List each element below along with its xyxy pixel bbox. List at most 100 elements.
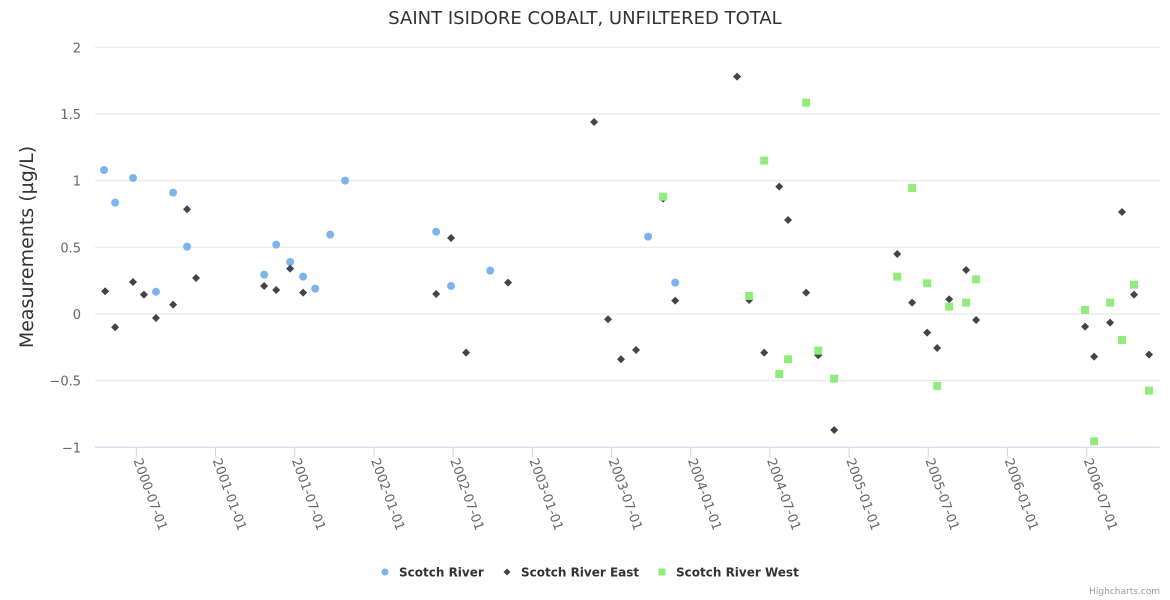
point-scotch-river-east [632, 345, 641, 354]
point-scotch-river-east [1090, 352, 1099, 361]
y-tick-label: −0.5 [49, 375, 81, 390]
point-scotch-river [169, 188, 178, 197]
point-scotch-river-west [893, 272, 902, 281]
legend-label: Scotch River East [521, 566, 639, 580]
x-tick-label: 2005-07-01 [922, 457, 962, 533]
legend-label: Scotch River West [676, 566, 799, 580]
point-scotch-river [129, 173, 138, 182]
legend-circle-icon [381, 568, 389, 576]
point-scotch-river-west [1106, 298, 1115, 307]
point-scotch-river-west [945, 302, 954, 311]
point-scotch-river-east [504, 278, 513, 287]
point-scotch-river [272, 240, 281, 249]
point-scotch-river [447, 281, 456, 290]
point-scotch-river-east [272, 285, 281, 294]
point-scotch-river-east [671, 296, 680, 305]
point-scotch-river-west [1130, 280, 1139, 289]
y-axis-title: Measurements (µg/L) [16, 146, 38, 348]
point-scotch-river-east [908, 298, 917, 307]
point-scotch-river-west [1117, 335, 1126, 344]
y-tick-label: 1 [73, 175, 81, 190]
point-scotch-river-west [1145, 386, 1154, 395]
legend-label: Scotch River [399, 566, 484, 580]
point-scotch-river-east [192, 273, 201, 282]
x-tick-label: 2006-07-01 [1080, 457, 1120, 533]
y-tick-label: 0.5 [60, 241, 81, 256]
point-scotch-river-east [972, 315, 981, 324]
point-scotch-river-east [760, 348, 769, 357]
point-scotch-river-east [830, 425, 839, 434]
point-scotch-river-west [814, 346, 823, 355]
y-tick-label: 1.5 [60, 108, 81, 123]
point-scotch-river [671, 278, 680, 287]
x-tick-label: 2001-07-01 [288, 457, 328, 533]
gridlines [95, 46, 1160, 382]
point-scotch-river-east [1130, 290, 1139, 299]
legend-item-scotch-river-west[interactable]: Scotch River West [658, 566, 800, 580]
point-scotch-river-west [760, 156, 769, 165]
y-tick-label: 2 [73, 41, 81, 56]
x-tick-label: 2003-01-01 [526, 457, 566, 533]
point-scotch-river-east [447, 233, 456, 242]
point-scotch-river [299, 272, 308, 281]
point-scotch-river-east [1145, 350, 1154, 359]
point-scotch-river-east [775, 182, 784, 191]
point-scotch-river [260, 270, 269, 279]
point-scotch-river-west [802, 98, 811, 107]
point-scotch-river-east [101, 287, 110, 296]
point-scotch-river-east [462, 348, 471, 357]
point-scotch-river [151, 287, 160, 296]
point-scotch-river-east [183, 205, 192, 214]
point-scotch-river-east [151, 313, 160, 322]
x-tick-label: 2002-01-01 [367, 457, 407, 533]
point-scotch-river-east [784, 215, 793, 224]
point-scotch-river-east [733, 72, 742, 81]
point-scotch-river-east [802, 288, 811, 297]
point-scotch-river-east [1117, 207, 1126, 216]
legend-item-scotch-river[interactable]: Scotch River [381, 566, 484, 580]
point-scotch-river-east [111, 323, 120, 332]
point-scotch-river-east [590, 117, 599, 126]
point-scotch-river-west [933, 381, 942, 390]
point-scotch-river [644, 232, 653, 241]
point-scotch-river-west [775, 369, 784, 378]
x-tick-label: 2001-01-01 [209, 457, 249, 533]
point-scotch-river-east [432, 289, 441, 298]
point-scotch-river [286, 257, 295, 266]
point-scotch-river-east [617, 355, 626, 364]
point-scotch-river-west [908, 183, 917, 192]
legend-item-scotch-river-east[interactable]: Scotch River East [503, 566, 640, 580]
point-scotch-river [341, 176, 350, 185]
point-scotch-river-east [286, 264, 295, 273]
point-scotch-river-west [745, 291, 754, 300]
point-scotch-river [100, 165, 109, 174]
point-scotch-river-east [169, 300, 178, 309]
x-tick-label: 2003-07-01 [605, 457, 645, 533]
point-scotch-river-west [784, 355, 793, 364]
point-scotch-river [311, 284, 320, 293]
chart-title: SAINT ISIDORE COBALT, UNFILTERED TOTAL [388, 8, 781, 29]
x-tick-label: 2006-01-01 [1001, 457, 1041, 533]
point-scotch-river-east [299, 288, 308, 297]
point-scotch-river-east [923, 328, 932, 337]
credits-link[interactable]: Highcharts.com [1089, 587, 1160, 597]
point-scotch-river [183, 242, 192, 251]
point-scotch-river-east [933, 343, 942, 352]
x-axis-labels: 2000-07-01 2001-01-01 2001-07-01 2002-01-01… [130, 447, 1120, 533]
point-scotch-river-east [129, 277, 138, 286]
x-tick-label: 2002-07-01 [446, 457, 486, 533]
data-points [100, 72, 1154, 446]
x-tick-label: 2000-07-01 [130, 457, 170, 533]
x-tick-label: 2004-01-01 [684, 457, 724, 533]
point-scotch-river [486, 266, 495, 275]
x-tick-label: 2005-01-01 [842, 457, 882, 533]
point-scotch-river-west [972, 275, 981, 284]
legend: Scotch River Scotch River East Scotch Rive… [381, 566, 800, 580]
point-scotch-river-east [1106, 318, 1115, 327]
point-scotch-river [432, 227, 441, 236]
point-scotch-river-west [830, 374, 839, 383]
point-scotch-river-west [962, 298, 971, 307]
point-scotch-river-east [260, 281, 269, 290]
point-scotch-river-east [139, 290, 148, 299]
